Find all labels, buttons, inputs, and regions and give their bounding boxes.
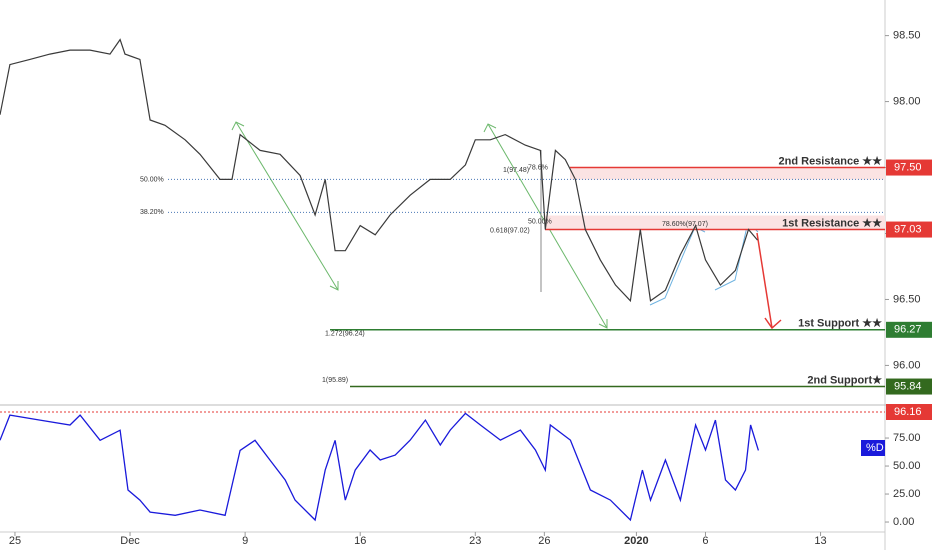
fib-label: 78.6% xyxy=(528,164,548,171)
level-label: 97.03 xyxy=(894,223,922,235)
level-name: 2nd Support★ xyxy=(807,374,882,386)
y-tick-label: 50.00 xyxy=(893,460,921,472)
fib-label: 1.272(96.24) xyxy=(325,331,365,338)
level-box xyxy=(886,378,932,395)
level-box xyxy=(886,321,932,338)
fib-label: 1(97.48) xyxy=(503,167,529,174)
level-label: 97.50 xyxy=(894,161,922,173)
arrow-head xyxy=(329,281,339,291)
resistance-zone xyxy=(570,167,885,180)
fib-label: 1(95.89) xyxy=(322,377,348,384)
legend-box xyxy=(861,440,885,456)
level-name: 1st Resistance ★★ xyxy=(782,217,882,229)
price-marker-label: 96.16 xyxy=(894,406,922,418)
y-tick-label: 75.00 xyxy=(893,432,921,444)
x-tick-label: 2020 xyxy=(624,535,648,547)
y-tick-label: 98.00 xyxy=(893,95,921,107)
arrow-head xyxy=(483,123,497,133)
y-tick-label: 25.00 xyxy=(893,488,921,500)
arrow-head xyxy=(231,121,245,131)
projection-arrow xyxy=(756,232,773,329)
level-box xyxy=(886,221,932,238)
arrow-head xyxy=(598,319,608,329)
level-label: 96.27 xyxy=(894,324,922,336)
y-tick-label: 96.00 xyxy=(893,359,921,371)
level-box xyxy=(886,159,932,176)
x-tick-label: 23 xyxy=(469,535,481,547)
x-tick-label: 6 xyxy=(702,535,708,547)
y-tick-label: 0.00 xyxy=(893,516,914,528)
fib-label: 38.20% xyxy=(140,209,164,216)
x-tick-label: 26 xyxy=(538,535,550,547)
series-line xyxy=(0,412,760,522)
pattern-leg xyxy=(235,121,339,291)
level-label: 95.84 xyxy=(894,380,922,392)
level-name: 2nd Resistance ★★ xyxy=(779,155,883,167)
y-tick-label: 98.50 xyxy=(893,30,921,42)
y-tick-label: 96.50 xyxy=(893,293,921,305)
x-tick-label: 16 xyxy=(354,535,366,547)
resistance-zone xyxy=(545,215,885,230)
fib-label: 50.00% xyxy=(528,218,552,225)
fib-label: 0.618(97.02) xyxy=(490,228,530,235)
legend-label: %D xyxy=(866,442,884,454)
x-tick-label: 13 xyxy=(814,535,826,547)
arrow-head xyxy=(764,317,782,330)
x-tick-label: 9 xyxy=(242,535,248,547)
fib-label: 50.00% xyxy=(140,176,164,183)
x-tick-label: Dec xyxy=(120,535,140,547)
fib-label: 78.60%(97.07) xyxy=(662,221,708,228)
price-marker-box xyxy=(886,404,932,420)
x-tick-label: 25 xyxy=(9,535,21,547)
series-line xyxy=(0,38,758,303)
level-name: 1st Support ★★ xyxy=(798,318,882,330)
